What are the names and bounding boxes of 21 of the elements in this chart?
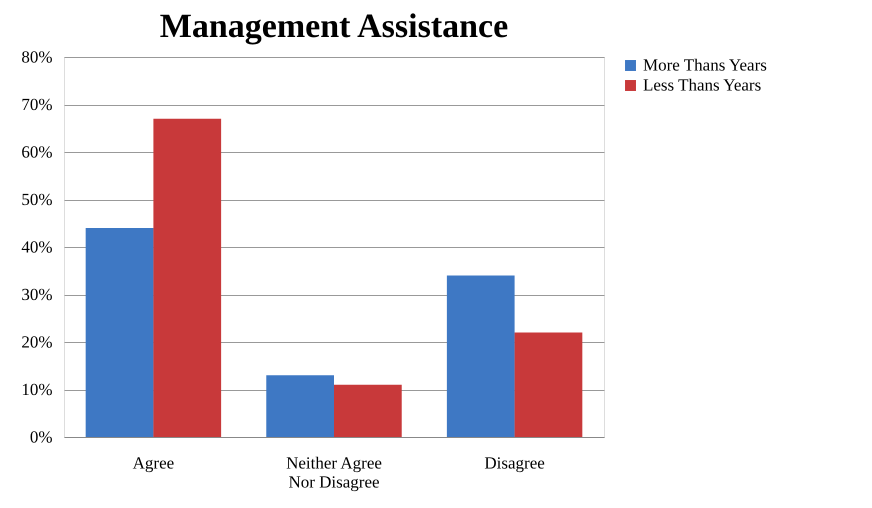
bar	[446, 276, 515, 437]
y-tick-label: 80%	[21, 48, 52, 66]
y-tick-label: 50%	[21, 190, 52, 209]
y-tick-label: 70%	[21, 95, 52, 114]
y-tick-label: 60%	[21, 142, 52, 162]
y-tick-label: 0%	[30, 428, 52, 446]
bar	[514, 332, 582, 437]
x-tick-label: Disagree	[484, 454, 545, 472]
bar	[153, 118, 222, 437]
legend-label: More Thans Years	[643, 56, 767, 74]
bar	[266, 375, 334, 437]
y-tick-label: 10%	[21, 380, 52, 399]
y-tick-label: 20%	[21, 332, 52, 352]
x-tick-label: Agree	[132, 454, 174, 472]
bar	[334, 384, 402, 437]
x-tick-label: Neither Agree Nor Disagree	[286, 454, 382, 492]
y-tick-label: 30%	[21, 285, 52, 304]
legend-label: Less Thans Years	[643, 76, 762, 94]
y-tick-label: 40%	[21, 238, 52, 256]
chart-title: Management Assistance	[160, 8, 508, 45]
bar	[86, 228, 154, 437]
